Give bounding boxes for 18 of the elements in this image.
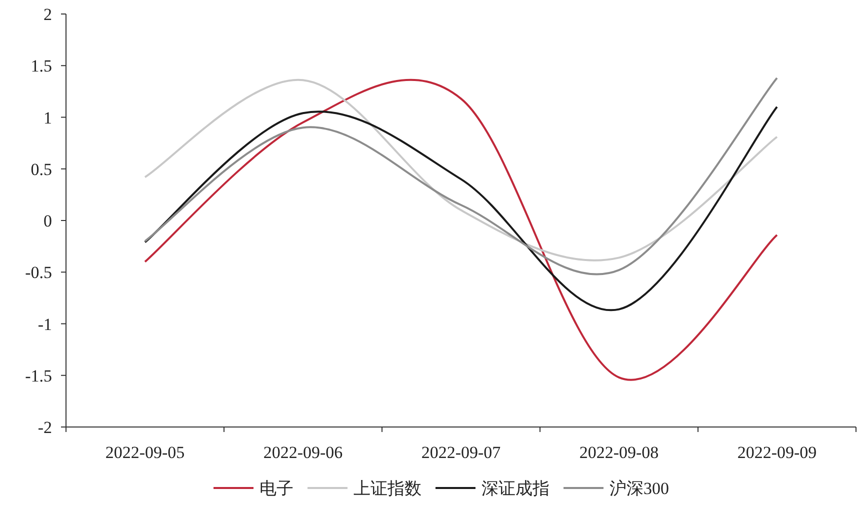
y-tick-label: 1 (44, 108, 52, 128)
y-tick-label: 0.5 (30, 160, 52, 179)
x-tick-label: 2022-09-05 (105, 443, 185, 462)
x-tick-label: 2022-09-09 (737, 443, 817, 462)
y-tick-label: 2 (44, 5, 52, 24)
legend-label: 深证成指 (482, 479, 550, 498)
y-tick-label: 0 (44, 212, 52, 230)
y-tick-label: -1.5 (25, 366, 52, 386)
x-tick-label: 2022-09-06 (263, 443, 343, 462)
y-tick-label: -2 (38, 418, 52, 437)
legend-label: 沪深300 (610, 479, 669, 498)
y-tick-label: 1.5 (30, 56, 52, 76)
y-tick-label: -0.5 (25, 263, 52, 282)
y-tick-label: -1 (38, 314, 52, 334)
x-tick-label: 2022-09-07 (421, 443, 502, 462)
x-tick-label: 2022-09-08 (579, 443, 659, 462)
legend-label: 上证指数 (354, 479, 422, 498)
legend-label: 电子 (260, 479, 294, 498)
